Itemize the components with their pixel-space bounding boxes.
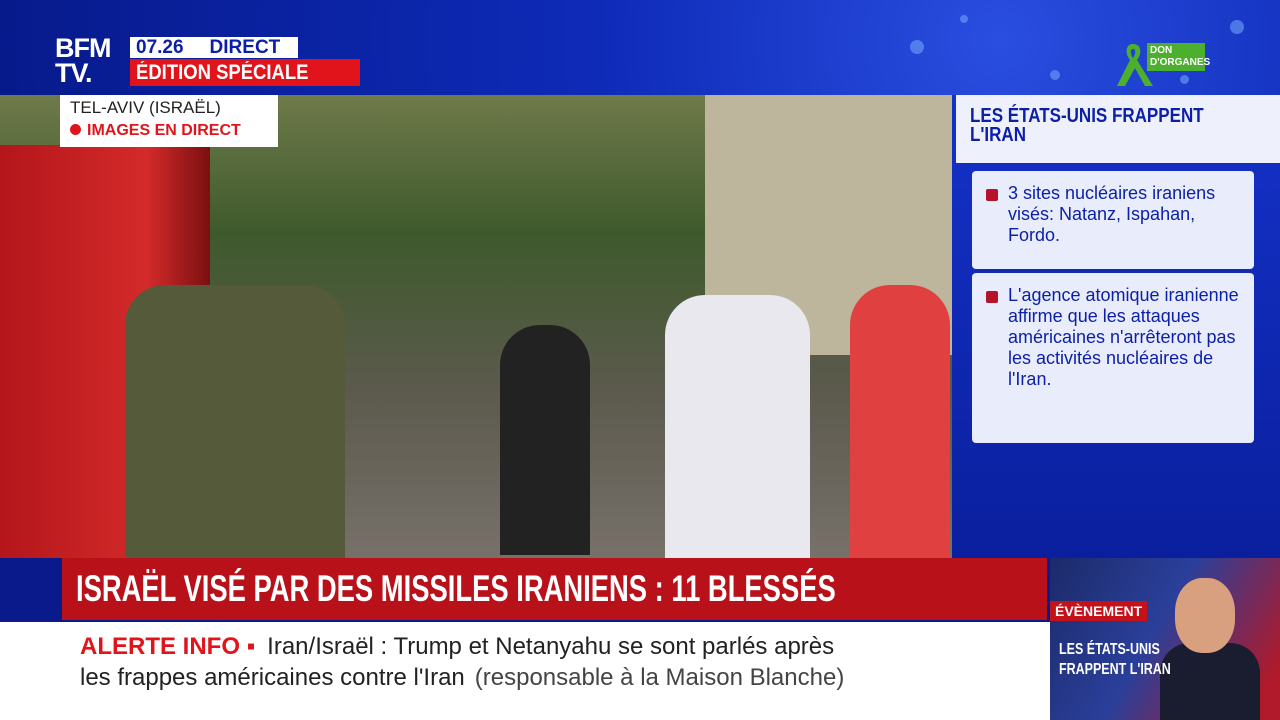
location-city: TEL-AVIV (ISRAËL)	[70, 98, 221, 117]
sidebar-title-box: LES ÉTATS-UNIS FRAPPENT L'IRAN	[956, 95, 1280, 163]
ticker-line-2: les frappes américaines contre l'Iran	[80, 664, 465, 691]
paramedic	[500, 325, 590, 555]
rescuer	[665, 295, 810, 558]
ticker-line-1: Iran/Israël : Trump et Netanyahu se sont…	[267, 633, 835, 660]
portrait-face	[1175, 578, 1235, 653]
rescuer	[850, 285, 950, 558]
live-status: IMAGES EN DIRECT	[70, 122, 241, 140]
clock-time: 07.26	[136, 37, 184, 58]
ribbon-icon	[1117, 44, 1153, 86]
live-video-feed	[0, 95, 952, 558]
live-label: DIRECT	[209, 37, 281, 58]
channel-logo: BFM TV.	[55, 33, 111, 88]
headline-text: ISRAËL VISÉ PAR DES MISSILES IRANIENS : …	[76, 568, 836, 609]
sidebar-bullet: 3 sites nucléaires iraniens visés: Natan…	[972, 171, 1254, 269]
news-ticker: ALERTE INFO ▪ Iran/Israël : Trump et Neta…	[0, 622, 1050, 720]
portrait-suit	[1160, 643, 1260, 720]
location-box: TEL-AVIV (ISRAËL) IMAGES EN DIRECT	[60, 95, 278, 147]
sidebar-bullet: L'agence atomique iranienne affirme que …	[972, 273, 1254, 443]
headline-bar: ISRAËL VISÉ PAR DES MISSILES IRANIENS : …	[62, 558, 1047, 620]
info-sidebar: LES ÉTATS-UNIS FRAPPENT L'IRAN 3 sites n…	[952, 95, 1280, 558]
sidebar-title: LES ÉTATS-UNIS FRAPPENT L'IRAN	[970, 105, 1204, 146]
ticker-source: (responsable à la Maison Blanche)	[474, 664, 845, 691]
campaign-label: DON D'ORGANES	[1147, 43, 1210, 71]
alert-label: ALERTE INFO ▪	[80, 633, 256, 660]
top-banner: BFM TV. 07.26 DIRECT ÉDITION SPÉCIALE DON…	[0, 0, 1280, 95]
live-time-box: 07.26 DIRECT	[130, 37, 298, 58]
event-title: LES ÉTATS-UNIS FRAPPENT L'IRAN	[1059, 641, 1171, 678]
event-title-box: LES ÉTATS-UNIS FRAPPENT L'IRAN	[1059, 640, 1199, 680]
headline-banner: ISRAËL VISÉ PAR DES MISSILES IRANIENS : …	[0, 558, 1050, 622]
edition-label: ÉDITION SPÉCIALE	[136, 61, 309, 84]
event-tag: ÉVÈNEMENT	[1050, 601, 1148, 621]
edition-box: ÉDITION SPÉCIALE	[130, 59, 360, 86]
event-promo: ÉVÈNEMENT LES ÉTATS-UNIS FRAPPENT L'IRAN	[1050, 558, 1280, 720]
soldier	[125, 285, 345, 558]
